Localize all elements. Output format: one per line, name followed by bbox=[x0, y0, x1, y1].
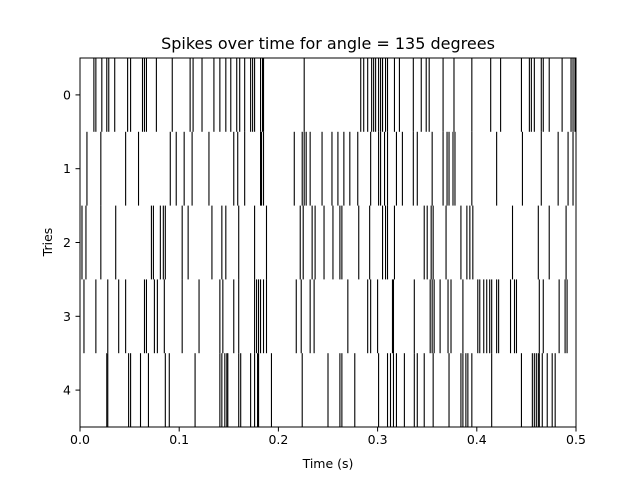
x-tick-label: 0.5 bbox=[566, 432, 586, 447]
chart-title: Spikes over time for angle = 135 degrees bbox=[161, 34, 495, 53]
x-tick-label: 0.2 bbox=[268, 432, 288, 447]
x-tick-label: 0.0 bbox=[70, 432, 90, 447]
y-axis: 0 1 2 3 4 bbox=[63, 87, 80, 398]
y-tick-label: 1 bbox=[63, 161, 71, 176]
x-tick-label: 0.3 bbox=[368, 432, 388, 447]
x-tick-label: 0.1 bbox=[169, 432, 189, 447]
y-tick-label: 0 bbox=[63, 87, 71, 102]
x-tick-label: 0.4 bbox=[467, 432, 487, 447]
x-axis: 0.0 0.1 0.2 0.3 0.4 0.5 bbox=[70, 427, 586, 447]
y-axis-label: Tries bbox=[40, 228, 55, 258]
x-axis-label: Time (s) bbox=[302, 456, 354, 471]
plot-area bbox=[79, 57, 577, 428]
spike-marks bbox=[81, 58, 576, 427]
y-tick-label: 4 bbox=[63, 383, 71, 398]
y-tick-label: 2 bbox=[63, 235, 71, 250]
y-tick-label: 3 bbox=[63, 309, 71, 324]
